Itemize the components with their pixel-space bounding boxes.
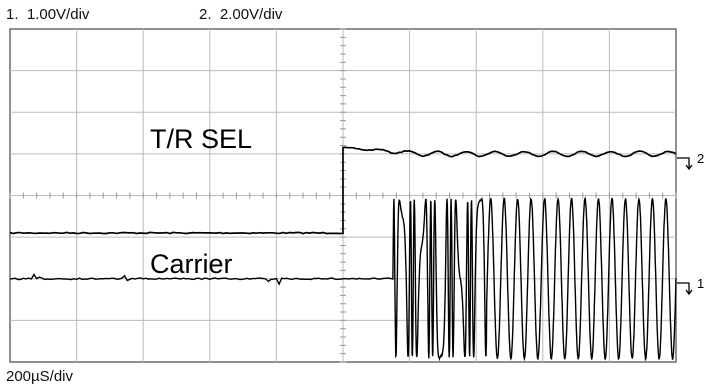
trace-carrier [9,196,677,362]
ground-marker-2-arrow [677,157,693,171]
trace-label-t-r-sel: T/R SEL [150,124,252,154]
channel-2-number: 2. [199,6,212,23]
channel-2-scale: 2. 2.00V/div [199,6,282,23]
trace-t-r-sel [9,146,677,235]
channel-1-number: 1. [6,6,19,23]
ground-marker-1-arrow [677,282,693,296]
trace-label-carrier: Carrier [150,249,233,279]
ground-marker-2-label: 2 [697,151,704,166]
channel-2-volts-per-div: 2.00V/div [219,6,283,23]
channel-1-volts-per-div: 1.00V/div [26,6,90,23]
ground-marker-1-label: 1 [697,276,704,291]
channel-2-ground-marker: 2 [677,151,704,171]
timebase-readout: 200µS/div [6,368,74,385]
channel-1-scale: 1. 1.00V/div [6,6,89,23]
channel-1-ground-marker: 1 [677,276,704,296]
